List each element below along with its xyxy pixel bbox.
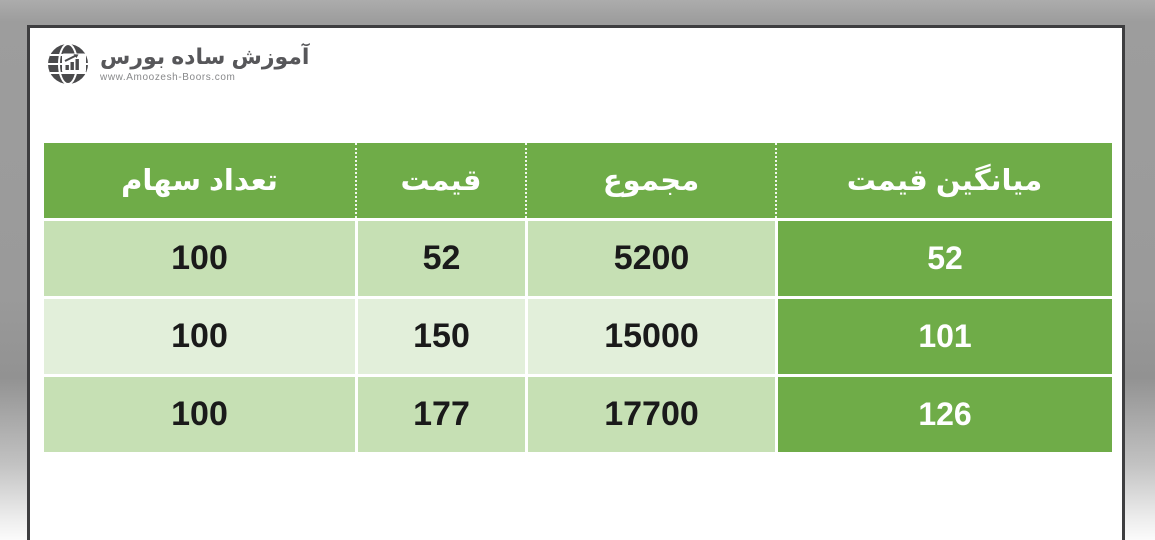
header-cell-average: میانگین قیمت [775,143,1112,218]
website-url: www.Amoozesh-Boors.com [100,71,236,83]
cell-shares-r3: 100 [44,374,355,452]
header-cell-shares: تعداد سهام [44,143,355,218]
cell-price-r2: 150 [355,296,525,374]
cell-average-r1: 52 [775,218,1112,296]
cell-total-r1: 5200 [525,218,775,296]
slide-page: آموزش ساده بورس www.Amoozesh-Boors.com ت… [27,25,1125,540]
header-cell-price: قیمت [355,143,525,218]
globe-chart-icon [48,43,88,85]
cell-price-r3: 177 [355,374,525,452]
cell-shares-r2: 100 [44,296,355,374]
cell-average-r3: 126 [775,374,1112,452]
cell-shares-r1: 100 [44,218,355,296]
logo: آموزش ساده بورس www.Amoozesh-Boors.com [45,41,309,87]
brand-text: آموزش ساده بورس [100,44,310,70]
cell-average-r2: 101 [775,296,1112,374]
header-cell-total: مجموع [525,143,775,218]
price-average-table: تعداد سهام قیمت مجموع میانگین قیمت 100 5… [44,143,1112,452]
cell-price-r1: 52 [355,218,525,296]
cell-total-r2: 15000 [525,296,775,374]
logo-text: آموزش ساده بورس www.Amoozesh-Boors.com [100,44,310,83]
cell-total-r3: 17700 [525,374,775,452]
